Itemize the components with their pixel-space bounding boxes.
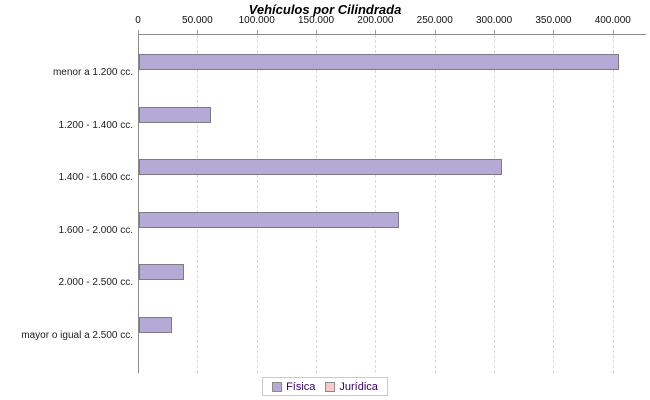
x-axis-tick-label: 350.000 [535, 15, 571, 27]
x-axis-tick-label: 200.000 [357, 15, 393, 27]
bar-chart-canvas: Vehículos por Cilindrada 050.000100.0001… [0, 0, 650, 400]
category-label: 1.600 - 2.000 cc. [0, 225, 133, 238]
bar-física-1 [139, 107, 211, 123]
category-label: menor a 1.200 cc. [0, 67, 133, 80]
x-axis-tick-label: 150.000 [298, 15, 334, 27]
x-axis-tick-label: 50.000 [182, 15, 213, 27]
bar-física-3 [139, 212, 399, 228]
bar-física-5 [139, 317, 172, 333]
gridline [435, 35, 436, 373]
legend-item-física: Física [272, 381, 315, 393]
gridline [494, 35, 495, 373]
category-label: 2.000 - 2.500 cc. [0, 277, 133, 290]
gridline [553, 35, 554, 373]
legend-swatch-icon [325, 382, 335, 392]
legend-label: Física [286, 381, 315, 393]
legend-swatch-icon [272, 382, 282, 392]
gridline [257, 35, 258, 373]
x-axis-tick-label: 100.000 [239, 15, 275, 27]
category-label: mayor o igual a 2.500 cc. [0, 330, 133, 343]
gridline [613, 35, 614, 373]
x-axis-tick-label: 250.000 [417, 15, 453, 27]
bar-física-4 [139, 264, 184, 280]
x-axis-tick-label: 400.000 [595, 15, 631, 27]
bar-física-0 [139, 54, 619, 70]
category-label: 1.400 - 1.600 cc. [0, 172, 133, 185]
plot-area [138, 34, 646, 373]
legend-label: Jurídica [339, 381, 378, 393]
legend: Física Jurídica [262, 377, 388, 396]
x-axis-tick-label: 0 [135, 15, 141, 27]
gridline [197, 35, 198, 373]
category-label: 1.200 - 1.400 cc. [0, 120, 133, 133]
x-axis-tick-label: 300.000 [476, 15, 512, 27]
bar-física-2 [139, 159, 502, 175]
gridline [316, 35, 317, 373]
legend-item-jurídica: Jurídica [325, 381, 378, 393]
gridline [375, 35, 376, 373]
